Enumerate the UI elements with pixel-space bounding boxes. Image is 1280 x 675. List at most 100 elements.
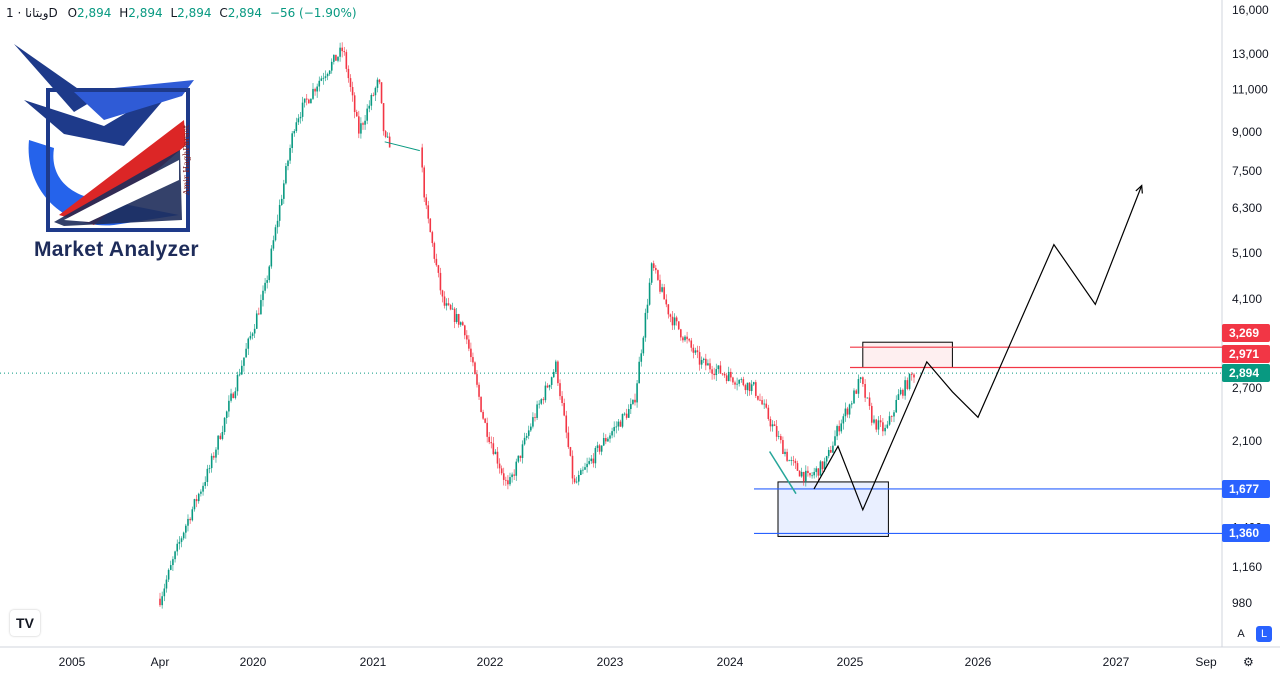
candle-body xyxy=(652,263,655,268)
candle-body xyxy=(855,390,858,394)
candle-body xyxy=(544,385,547,401)
candle-body xyxy=(573,478,576,483)
candle-body xyxy=(786,451,788,461)
support-zone[interactable] xyxy=(777,481,889,537)
candle-body xyxy=(472,357,474,363)
candle-body xyxy=(769,418,772,427)
candle-body xyxy=(671,316,674,326)
candle-body xyxy=(669,314,672,317)
candle-body xyxy=(723,373,726,376)
candle-body xyxy=(364,120,366,125)
candle-body xyxy=(530,426,532,431)
candle-body xyxy=(310,98,312,104)
candle-body xyxy=(913,374,915,378)
candle-body xyxy=(800,471,803,477)
candle-body xyxy=(842,416,845,424)
candle-body xyxy=(232,393,234,399)
candle-body xyxy=(236,374,239,392)
x-tick-label: 2024 xyxy=(717,655,744,669)
candle-body xyxy=(596,445,599,449)
candle-body xyxy=(738,379,740,384)
candle-body xyxy=(592,458,595,464)
candle-body xyxy=(278,205,281,221)
tradingview-logo[interactable]: TV xyxy=(10,610,40,636)
candle-body xyxy=(617,421,620,427)
x-tick-label: 2026 xyxy=(965,655,992,669)
candle-body xyxy=(266,280,268,283)
projection-path[interactable] xyxy=(813,185,1143,512)
candle-body xyxy=(464,325,466,336)
price-badge xyxy=(1222,364,1270,382)
candle-body xyxy=(500,468,503,474)
close-value: 2,894 xyxy=(227,6,263,20)
candle-body xyxy=(850,403,853,405)
candle-body xyxy=(490,442,493,444)
candle-body xyxy=(287,160,289,167)
candle-body xyxy=(345,52,348,69)
candle-body xyxy=(225,411,228,418)
candle-body xyxy=(694,350,697,353)
symbol-name[interactable]: ويتانا · 1D xyxy=(6,6,58,20)
candle-body xyxy=(451,308,454,310)
open-label: O xyxy=(67,6,78,20)
candle-body xyxy=(563,402,565,416)
candle-body xyxy=(260,300,262,315)
candle-body xyxy=(262,290,264,301)
candle-body xyxy=(899,389,902,395)
trend-line[interactable] xyxy=(768,451,797,495)
x-tick-label: 2021 xyxy=(360,655,387,669)
candle-body xyxy=(470,348,472,358)
candle-body xyxy=(466,335,468,340)
price-badge-label: 1,360 xyxy=(1229,526,1259,540)
candle-body xyxy=(517,455,520,462)
candle-body xyxy=(557,361,559,384)
candle-body xyxy=(809,473,811,476)
price-badge-label: 1,677 xyxy=(1229,482,1259,496)
candle-body xyxy=(228,400,230,412)
candle-body xyxy=(640,353,643,362)
candle-body xyxy=(859,377,862,380)
symbol-legend[interactable]: ويتانا · 1D O2,894 H2,894 L2,894 C2,894 … xyxy=(6,6,361,20)
candle-body xyxy=(505,479,507,481)
candle-body xyxy=(632,399,634,404)
candle-body xyxy=(223,417,226,433)
change-value: −56 (−1.90%) xyxy=(269,6,357,20)
candle-body xyxy=(515,461,518,476)
candle-body xyxy=(208,468,211,469)
open-value: 2,894 xyxy=(77,6,112,20)
candle-body xyxy=(667,304,670,315)
candle-body xyxy=(291,133,293,148)
candle-body xyxy=(388,136,391,148)
candle-body xyxy=(807,470,809,474)
candle-body xyxy=(680,329,682,338)
candle-body xyxy=(732,377,734,383)
candle-body xyxy=(613,427,615,432)
candle-body xyxy=(775,426,778,437)
auto-scale-button[interactable]: A xyxy=(1237,628,1245,640)
candle-body xyxy=(421,147,423,168)
candle-body xyxy=(584,467,586,470)
candle-body xyxy=(788,460,790,462)
log-scale-button[interactable]: L xyxy=(1256,626,1272,642)
candle-body xyxy=(906,380,909,389)
candle-body xyxy=(189,518,191,521)
gear-icon[interactable]: ⚙ xyxy=(1243,655,1254,669)
candle-body xyxy=(351,87,354,96)
y-tick-label: 5,100 xyxy=(1232,246,1262,260)
candle-body xyxy=(297,118,300,123)
candle-body xyxy=(879,420,882,423)
resistance-zone[interactable] xyxy=(862,341,953,369)
price-badge-label: 2,894 xyxy=(1229,366,1259,380)
candle-body xyxy=(715,369,718,376)
candle-body xyxy=(830,450,832,453)
candle-body xyxy=(615,426,618,428)
y-tick-label: 4,100 xyxy=(1232,292,1262,306)
candle-body xyxy=(598,445,601,452)
candle-body xyxy=(159,598,161,606)
candle-body xyxy=(276,220,279,228)
candle-body xyxy=(480,396,482,412)
candle-body xyxy=(328,70,331,74)
candle-body xyxy=(316,86,318,92)
candle-body xyxy=(330,61,333,71)
